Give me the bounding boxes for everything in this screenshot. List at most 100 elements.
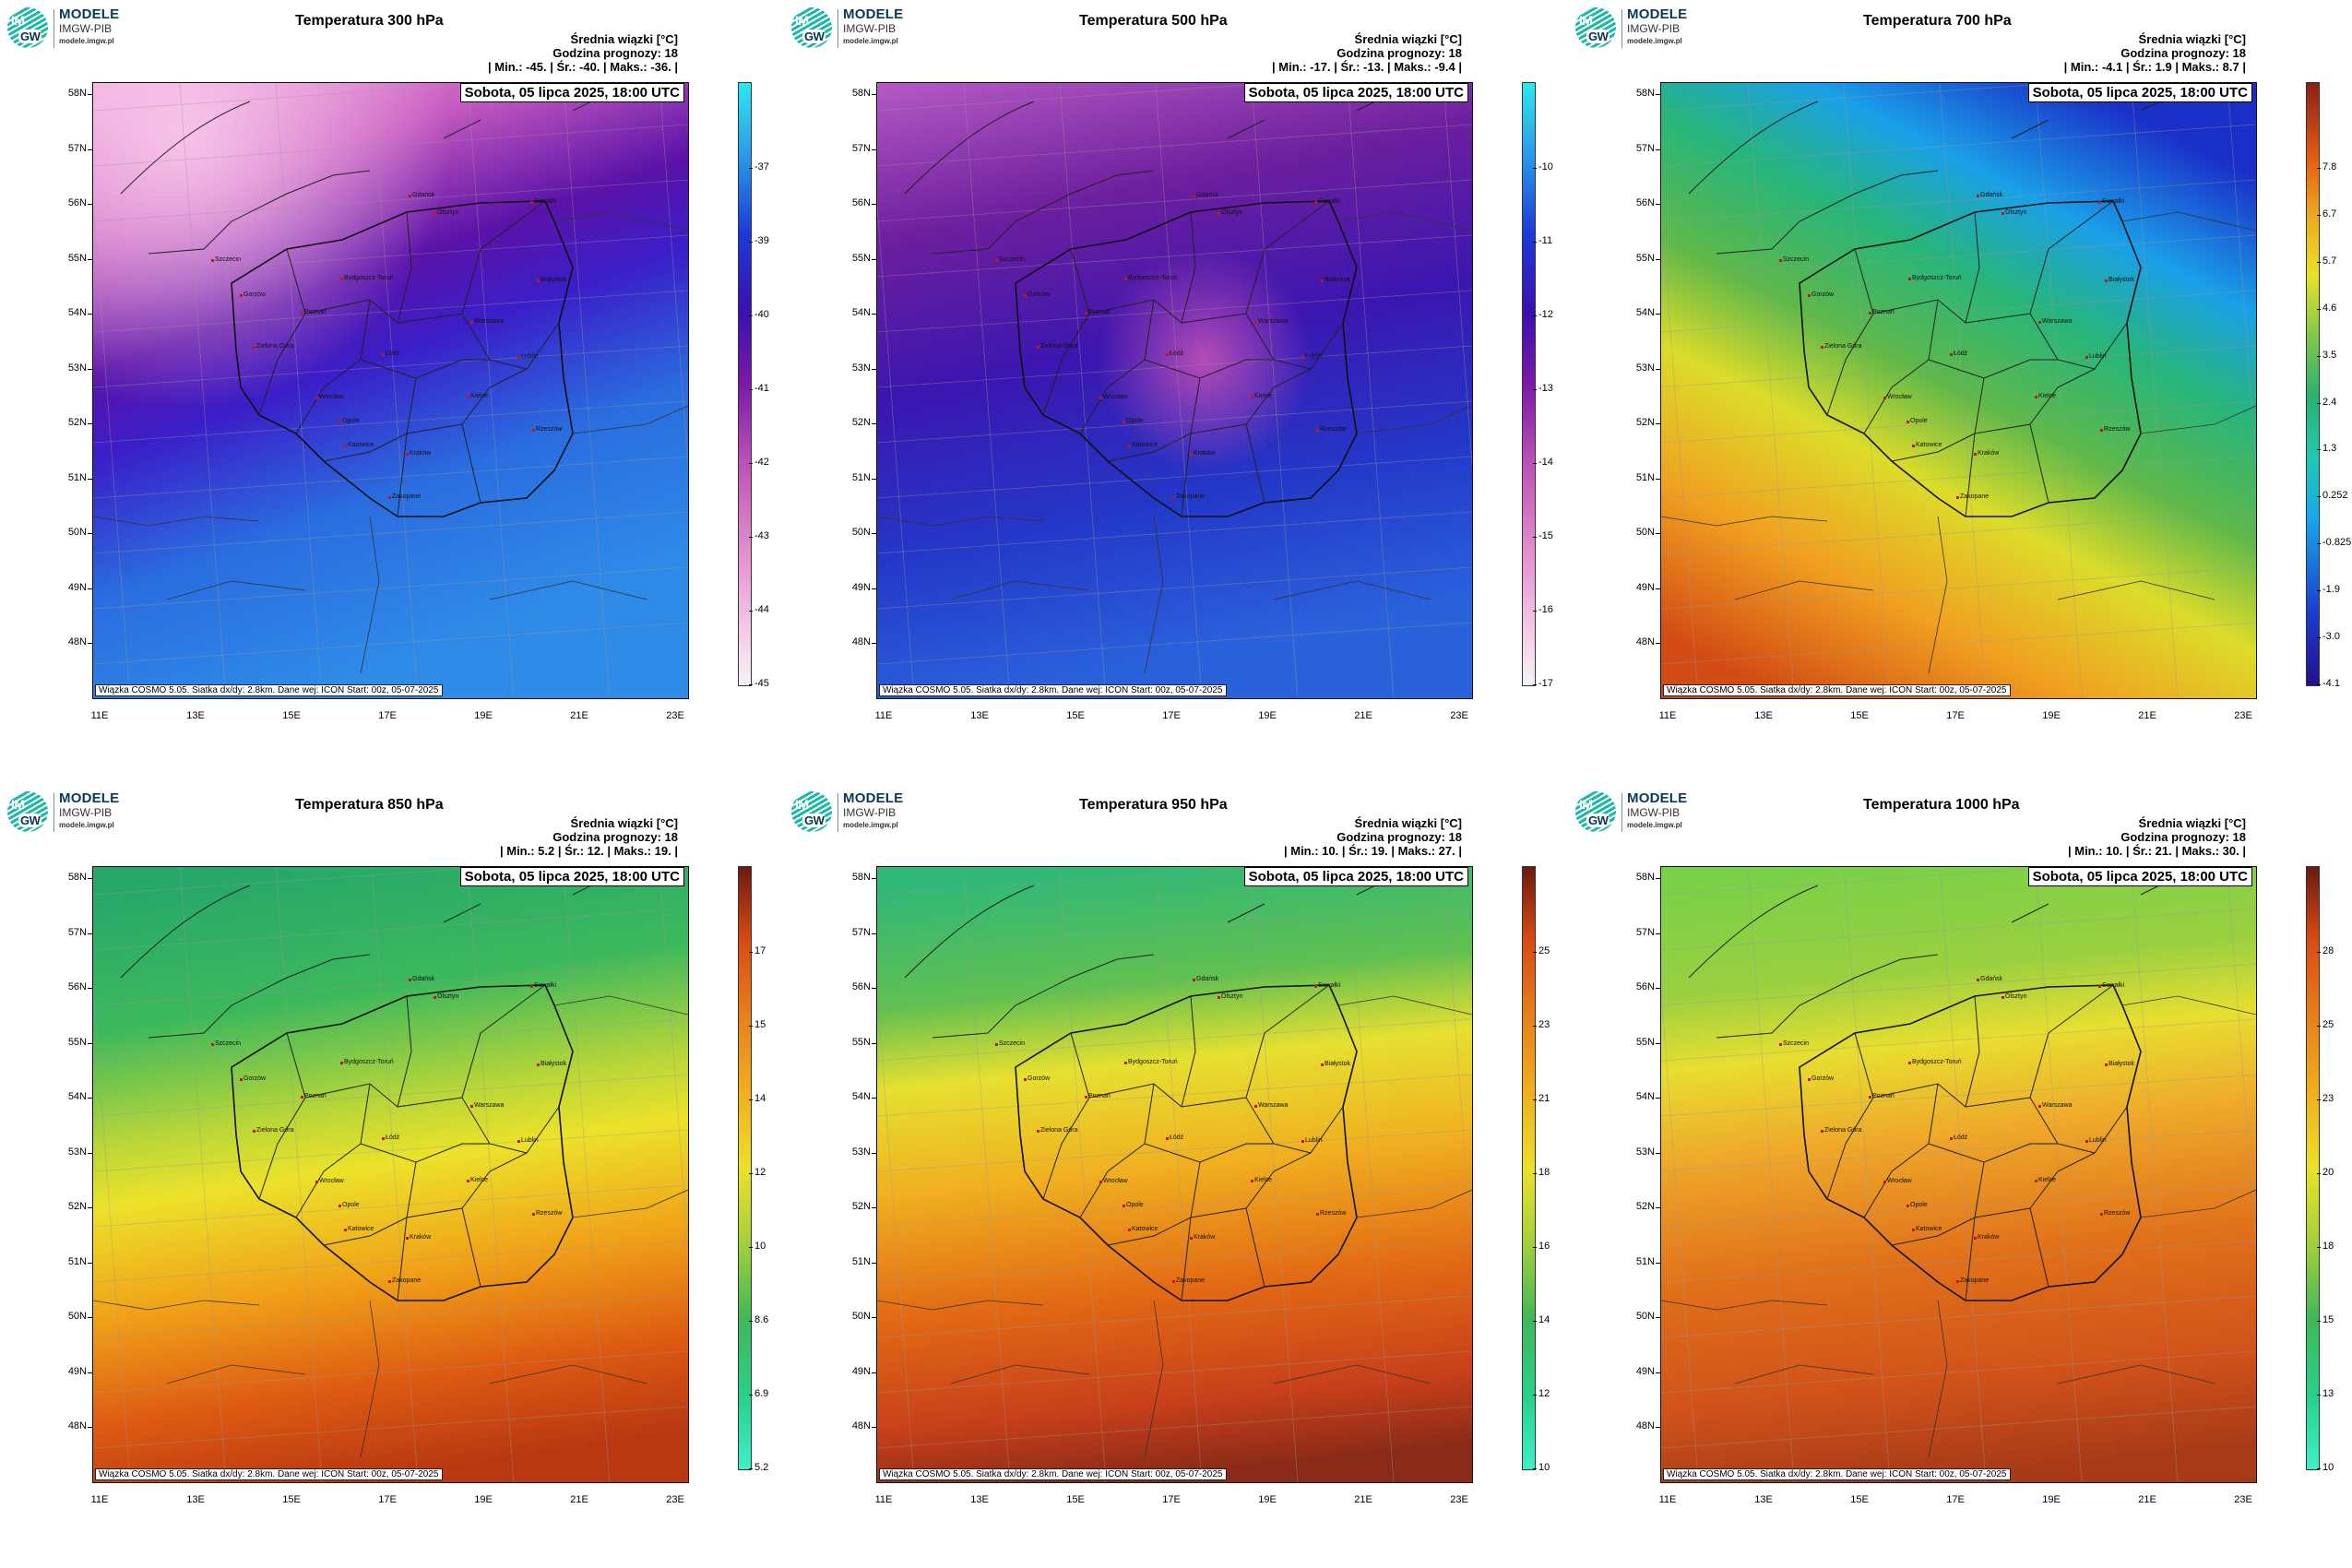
latitude-label: 54N	[837, 307, 876, 318]
logo-title: MODELE	[1627, 6, 1688, 22]
city-label: Gdańsk	[408, 192, 435, 198]
logo-badge-top: IM	[1579, 13, 1593, 28]
city-label: Kraków	[1189, 1234, 1216, 1241]
latitude-label: 53N	[1621, 362, 1660, 374]
latitude-label: 48N	[1621, 1420, 1660, 1431]
logo-title: MODELE	[1627, 790, 1688, 806]
city-label: Lublin	[1301, 1137, 1323, 1144]
latitude-label: 57N	[53, 143, 92, 154]
longitude-label: 21E	[570, 1494, 588, 1505]
map-canvas	[1661, 83, 2256, 698]
city-label: Rzeszów	[1315, 1210, 1347, 1217]
latitude-label: 48N	[1621, 636, 1660, 647]
city-label: Poznań	[1869, 309, 1895, 315]
temperature-map: Sobota, 05 lipca 2025, 18:00 UTC Wiązka …	[92, 866, 689, 1483]
colorbar-tick-label: -12	[1533, 309, 1553, 320]
city-label: Zakopane	[1955, 1277, 1990, 1284]
longitude-label: 21E	[2138, 710, 2156, 721]
longitude-label: 21E	[570, 710, 588, 721]
latitude-label: 54N	[837, 1091, 876, 1102]
latitude-label: 58N	[837, 88, 876, 99]
colorbar	[2306, 866, 2320, 1470]
latitude-label: 50N	[1621, 527, 1660, 538]
latitude-label: 52N	[837, 1201, 876, 1212]
latitude-label: 49N	[837, 582, 876, 593]
forecast-panel: IM GW MODELE IMGW-PIB modele.imgw.pl Tem…	[784, 784, 1554, 1559]
longitude-label: 23E	[1450, 1494, 1468, 1505]
longitude-label: 15E	[282, 1494, 301, 1505]
city-label: Opole	[339, 1202, 360, 1208]
city-label: Kielce	[466, 1177, 489, 1183]
logo-title: MODELE	[59, 6, 120, 22]
colorbar-tick-label: -17	[1533, 678, 1553, 689]
city-label: Opole	[1907, 1202, 1928, 1208]
latitude-label: 51N	[53, 1256, 92, 1267]
city-label: Katowice	[1911, 442, 1942, 448]
city-label: Zakopane	[387, 493, 422, 500]
longitude-label: 13E	[1754, 710, 1773, 721]
stats-line: | Min.: -4.1 | Śr.: 1.9 | Maks.: 8.7 |	[2063, 60, 2246, 74]
stats-line: | Min.: -17. | Śr.: -13. | Maks.: -9.4 |	[1272, 60, 1462, 74]
latitude-label: 54N	[53, 1091, 92, 1102]
forecast-panel: IM GW MODELE IMGW-PIB modele.imgw.pl Tem…	[784, 0, 1554, 775]
variable-label: Średnia wiązki [°C]	[1354, 32, 1462, 46]
colorbar-tick-label: 25	[2316, 1019, 2334, 1030]
latitude-label: 48N	[53, 1420, 92, 1431]
longitude-label: 17E	[1162, 710, 1181, 721]
latitude-label: 58N	[1621, 872, 1660, 883]
city-label: Rzeszów	[531, 1210, 563, 1217]
city-label: Białystok	[1320, 1061, 1351, 1067]
city-label: Gdańsk	[408, 976, 435, 982]
forecast-hour-label: Godzina prognozy: 18	[1336, 830, 1462, 844]
logo-badge-bottom: GW	[802, 814, 826, 827]
map-canvas	[93, 83, 688, 698]
logo-badge-bottom: GW	[18, 814, 42, 827]
longitude-label: 15E	[282, 710, 301, 721]
temperature-map: Sobota, 05 lipca 2025, 18:00 UTC Wiązka …	[876, 82, 1473, 699]
latitude-label: 49N	[53, 1366, 92, 1377]
latitude-label: 55N	[53, 1037, 92, 1048]
latitude-label: 52N	[53, 417, 92, 428]
city-label: Opole	[339, 418, 360, 424]
latitude-label: 49N	[1621, 582, 1660, 593]
city-label: Szczecin	[210, 1040, 242, 1047]
city-label: Gdańsk	[1192, 192, 1219, 198]
longitude-label: 11E	[1658, 710, 1677, 721]
longitude-label: 17E	[378, 1494, 397, 1505]
city-label: Zielona Góra	[1036, 343, 1078, 350]
map-canvas	[1661, 867, 2256, 1482]
city-label: Wrocław	[1883, 394, 1912, 400]
temperature-map: Sobota, 05 lipca 2025, 18:00 UTC Wiązka …	[1660, 866, 2257, 1483]
latitude-label: 51N	[837, 1256, 876, 1267]
colorbar	[738, 866, 752, 1470]
longitude-label: 23E	[666, 710, 684, 721]
longitude-label: 17E	[1946, 1494, 1965, 1505]
city-label: Poznań	[301, 309, 327, 315]
city-label: Katowice	[1911, 1226, 1942, 1232]
imgw-logo-icon: IM GW	[7, 791, 48, 832]
logo-title: MODELE	[59, 790, 120, 806]
logo-subtitle: IMGW-PIB	[59, 806, 113, 819]
city-label: Wrocław	[1883, 1178, 1912, 1184]
colorbar	[1522, 82, 1536, 686]
imgw-logo-icon: IM GW	[791, 791, 832, 832]
logo-url: modele.imgw.pl	[843, 821, 898, 829]
logo-title: MODELE	[843, 6, 904, 22]
city-label: Łódź	[1165, 1134, 1184, 1141]
colorbar-tick-label: 18	[2316, 1241, 2334, 1252]
longitude-label: 11E	[90, 710, 109, 721]
colorbar-tick-label: 5.2	[748, 1462, 769, 1473]
panel-title: Temperatura 850 hPa	[295, 797, 444, 813]
city-label: Łódź	[1949, 1134, 1968, 1141]
city-label: Gorzów	[239, 1075, 267, 1082]
longitude-label: 19E	[1258, 710, 1277, 721]
city-label: Warszawa	[2037, 1102, 2073, 1109]
city-label: Bydgoszcz-Toruń	[340, 275, 394, 281]
variable-label: Średnia wiązki [°C]	[1354, 816, 1462, 830]
latitude-label: 50N	[53, 1311, 92, 1322]
city-label: Katowice	[343, 1226, 374, 1232]
city-label: Gorzów	[1807, 1075, 1835, 1082]
logo-subtitle: IMGW-PIB	[843, 22, 897, 35]
latitude-label: 57N	[1621, 927, 1660, 938]
city-label: Zakopane	[1955, 493, 1990, 500]
